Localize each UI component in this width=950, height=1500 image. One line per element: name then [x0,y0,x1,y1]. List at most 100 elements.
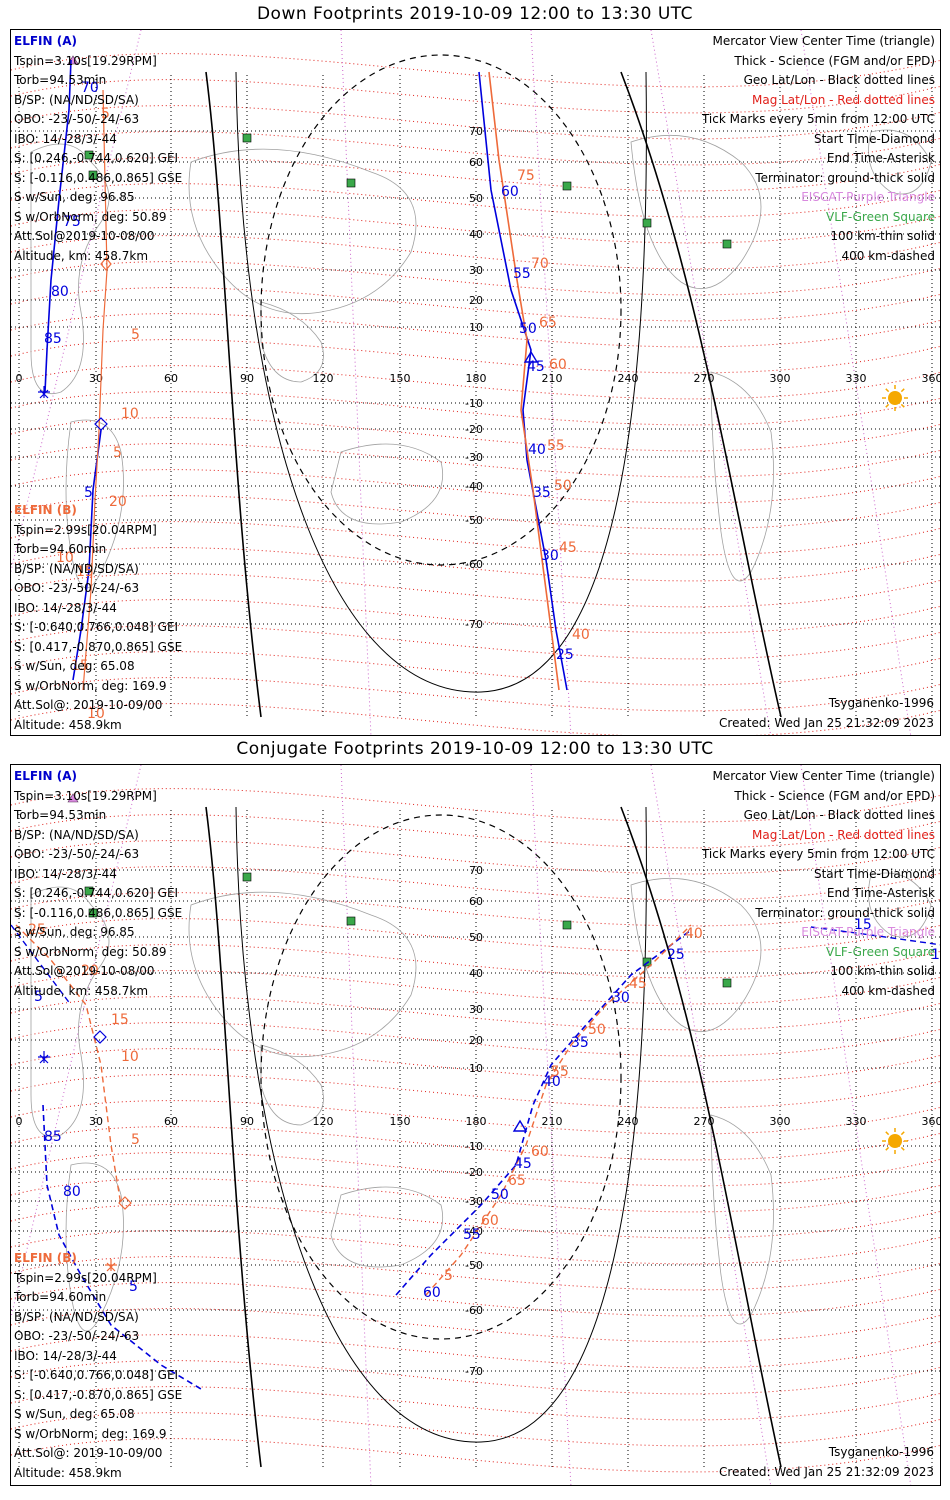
terminator [620,71,782,718]
conjugate-footprints-map: 0 30 60 90 120 150 180 210 240 270 300 330 360 70 60 50… [10,764,941,1486]
track-b-tick: 55 [551,1064,569,1080]
info-line: S w/OrbNorm, deg: 169.9 [14,1426,167,1441]
mag-lat-line [11,495,940,530]
elfin-a-track [42,1104,202,1390]
track-a-tick: 85 [44,331,62,347]
elfin-a-track [810,926,940,946]
mag-lat-line [11,131,940,166]
legend-item: Mercator View Center Time (triangle) [712,769,935,783]
lat-label: 50 [469,192,483,205]
track-b-tick: 50 [588,1022,606,1038]
created-label: Created: Wed Jan 25 21:32:09 2023 [719,1465,934,1479]
info-line: Altitude: 458.9km [14,1465,122,1480]
elfin-b-name: ELFIN (B) [14,1251,77,1265]
track-b-tick: 20 [81,963,99,979]
lat-label: -60 [465,1304,483,1317]
track-a-tick: 85 [44,1129,62,1145]
info-line: IBO: 14/-28/3/-44 [14,866,117,881]
mag-lat-line [11,235,940,270]
mag-lat-line [11,157,940,192]
info-line: Altitude: 458.9km [14,717,122,732]
mag-lat-line [11,944,940,979]
lat-label: -40 [465,480,483,493]
elfin-a-track [395,929,692,1296]
info-line: S: [0.417,-0.870,0.865] GSE [14,1387,183,1402]
track-a-tick: 55 [463,1227,481,1243]
mag-lat-line [11,1100,940,1135]
vlf-square [562,181,572,191]
map-canvas: 0 30 60 90 120 150 180 210 240 270 300 330 360 70 60 50… [11,30,942,735]
mag-lat-line [11,840,940,875]
mag-lat-line [11,391,940,426]
track-a-tick: 55 [513,266,531,282]
created-label: Created: Wed Jan 25 21:32:09 2023 [719,716,934,730]
track-b-tick: 15 [71,658,89,674]
lat-label: 60 [469,895,483,908]
info-line: Torb=94.60min [14,1290,107,1304]
terminator [620,806,782,1468]
lon-label: 300 [770,1115,791,1128]
lat-label: -70 [465,618,483,631]
legend-item: EISCAT-Purple Triangle [801,925,935,939]
track-b-tick: 45 [559,540,577,556]
info-line: IBO: 14/-28/3/-44 [14,600,117,615]
mag-lat-line [11,209,940,244]
info-line: S w/Sun, deg: 96.85 [14,190,135,204]
mag-lat-line [11,1204,940,1239]
info-line: S w/Sun, deg: 65.08 [14,1407,135,1421]
lon-label: 360 [922,372,942,385]
center-triangle [512,1119,528,1132]
track-b-tick: 5 [113,445,122,461]
track-a-tick: 30 [541,548,559,564]
legend-item: End Time-Asterisk [826,151,935,165]
lat-label: 70 [469,864,483,877]
track-b-tick: 60 [481,1213,499,1229]
info-line: S w/OrbNorm, deg: 50.89 [14,944,167,959]
track-a-tick: 40 [543,1074,561,1090]
sun-ray [900,1146,905,1151]
track-a-tick: 5 [34,989,43,1005]
track-b-tick: 10 [121,406,139,422]
track-a-tick: 35 [571,1035,589,1051]
legend-item: EISCAT-Purple Triangle [801,190,935,204]
track-b-tick: 15 [76,564,94,580]
lat-label: -20 [465,423,483,436]
info-line: S w/OrbNorm, deg: 169.9 [14,678,167,693]
vlf-square [722,239,732,249]
legend-item: Terminator: ground-thick solid [755,170,935,185]
track-b-tick: 10 [121,1049,139,1065]
mag-lat-line [11,365,940,400]
track-b-tick: 60 [531,1144,549,1160]
track-b-tick: 10 [56,550,74,566]
lat-label: 10 [469,321,483,334]
info-line: Tspin=2.99s[20.04RPM] [14,1270,157,1285]
coastlines [30,129,932,589]
track-a-tick: 80 [51,284,69,300]
info-line: Torb=94.60min [14,542,107,556]
elfin-a-info: ELFIN (A) Tspin=3.10s[19.29RPM] Torb=94.5… [14,32,182,263]
elfin-b-track [425,924,692,1296]
lon-label: 210 [542,372,563,385]
track-b-tick: 25 [28,922,46,938]
elfin-a-track [72,429,102,681]
elfin-a-lines: Tspin=3.10s[19.29RPM] Torb=94.53min B/SP: … [14,52,182,263]
track-b-tick: 45 [629,976,647,992]
lat-label: 50 [469,931,483,944]
info-line: S: [0.417,-0.870,0.865] GSE [14,639,183,654]
vlf-square [88,908,98,918]
info-line: OBO: -23/-50/-24/-63 [14,112,140,126]
lon-label: 240 [618,1115,639,1128]
info-line: S w/Sun, deg: 65.08 [14,659,135,673]
legend-item: VLF-Green Square [826,944,935,959]
track-b-tick: 55 [547,438,565,454]
legend-item: 400 km-dashed [841,983,935,998]
mag-lon-line [800,765,912,1485]
track-a-tick: 50 [519,321,537,337]
panel-title-conjugate: Conjugate Footprints 2019-10-09 12:00 to… [236,739,714,759]
visibility-400km [260,54,622,566]
lat-label: -20 [465,1166,483,1179]
elfin-b-info: ELFIN (B) Tspin=2.99s[20.04RPM] Torb=94.6… [14,501,182,732]
elfin-a-track [44,59,72,393]
vlf-square [642,218,652,228]
legend: Mercator View Center Time (triangle) Thic… [702,32,935,266]
